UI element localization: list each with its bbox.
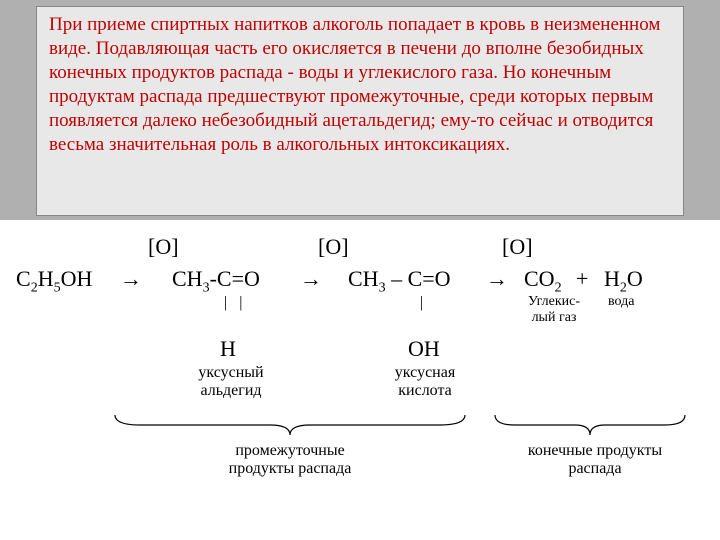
label-aldehyde: уксусный альдегид [186,364,276,401]
label-acid-line1: уксусная [395,364,455,381]
label-final-line1: конечные продукты [528,442,662,459]
chemistry-diagram: [O] [O] [O] C2H5OH → CH3-C=O → CH3 – C=O… [0,220,720,540]
ethanol-formula: C2H5OH [16,266,92,296]
oxidation-marker-1: [O] [148,234,179,260]
co2-formula: CO2 [524,266,562,296]
brace-final [490,410,690,440]
label-acid-line2: кислота [398,382,452,399]
label-h2o: вода [608,294,634,310]
label-aldehyde-line2: альдегид [200,382,261,399]
description-box: При приеме спиртных напитков алкоголь по… [36,6,684,216]
acetic-acid-formula: CH3 – C=O [348,266,451,296]
label-co2-line2: лый газ [532,310,577,325]
oh-group: OH [408,336,440,362]
h-group: H [220,336,236,362]
label-intermediate-line2: продукты распада [229,460,352,477]
description-paragraph: При приеме спиртных напитков алкоголь по… [49,13,671,157]
label-final-products: конечные продукты распада [510,442,680,479]
bond-acid: | [420,294,427,312]
arrow-1: → [120,266,142,292]
h2o-formula: H2O [604,266,643,296]
label-final-line2: распада [568,460,621,477]
label-intermediate-products: промежуточные продукты распада [200,442,380,479]
arrow-2: → [300,266,322,292]
oxidation-marker-2: [O] [318,234,349,260]
label-aldehyde-line1: уксусный [198,364,263,381]
bond-aldehyde: | | [224,294,246,312]
label-co2-line1: Углекис- [528,294,580,309]
acetaldehyde-formula: CH3-C=O [172,266,260,296]
label-co2: Углекис- лый газ [518,294,590,326]
label-intermediate-line1: промежуточные [235,442,344,459]
label-acid: уксусная кислота [380,364,470,401]
brace-intermediate [110,410,470,440]
arrow-3: → [486,266,508,292]
oxidation-marker-3: [O] [502,234,533,260]
plus-sign: + [576,266,588,292]
